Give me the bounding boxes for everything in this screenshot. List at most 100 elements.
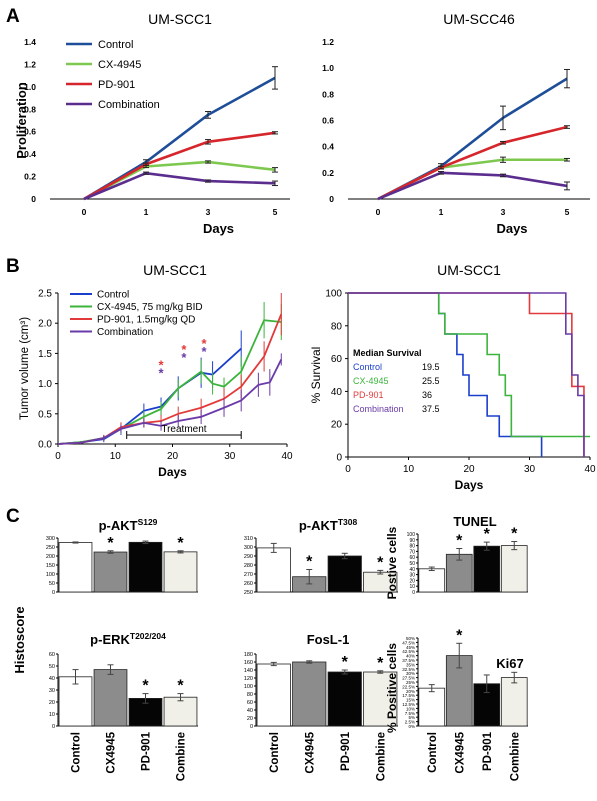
chart-title-superscript: T308 [338,517,358,527]
bar [500,677,528,727]
x-tick-label: 10 [403,464,415,475]
y-tick-label: 290 [244,554,253,560]
x-axis-label: Days [455,478,484,492]
y-tick-label: 0 [31,194,36,204]
y-tick-label: 5% [408,715,415,720]
y-axis-label: Proliferation [14,82,29,159]
significance-star: * [201,344,207,359]
y-tick-label: 90 [409,538,415,544]
legend-label: Combination [98,99,160,111]
y-tick-label: 0 [336,453,342,464]
chart-title-superscript: T202/204 [130,631,166,641]
significance-star: * [306,554,313,571]
panel-label-b: B [6,256,20,277]
x-tick-label: 0 [82,207,87,217]
y-tick-label: 200 [46,554,55,560]
legend-median-value: 36 [422,390,432,400]
x-tick-label: 3 [501,207,506,217]
chart-title: p-AKTS129 [99,517,158,533]
y-tick-label: 20 [331,420,343,431]
y-tick-label: 250 [244,590,253,596]
y-tick-label: 30 [409,573,415,579]
chart-a1: UM-SCC1 0 0.2 0.4 0.6 0.8 1.0 1.2 1.4 0 1 3 5 Days Pro… [14,11,290,236]
y-tick-label: 40 [247,708,253,714]
chart-c6: Ki67 0%2.5%5%7.5%10%12.5%15%17.5%20%22.5%… [402,627,528,781]
y-tick-label: 35% [406,662,415,667]
y-tick-label: 1.0 [38,379,52,390]
y-tick-label: 2.5 [38,289,52,300]
y-tick-label: 0 [329,194,334,204]
legend-label: PD-901 [353,390,384,400]
y-tick-label: 15% [406,698,415,703]
significance-star: * [181,350,187,365]
bar [93,669,128,727]
y-tick-label: 40 [409,567,415,573]
y-tick-label: 120 [244,676,253,682]
y-tick-label: 40 [331,387,343,398]
x-tick-label: 20 [167,451,179,462]
bar [256,663,291,727]
x-tick-label: 0 [345,464,351,475]
category-label: PD-901 [141,731,153,771]
panel-label-a: A [6,6,20,27]
y-tick-label: 60 [49,652,55,658]
y-tick-label: 30 [49,688,55,694]
y-tick-label: 40% [406,654,415,659]
chart-title: p-AKTT308 [299,517,358,533]
y-tick-label: 1.0 [322,63,334,73]
significance-star: * [159,358,165,373]
legend-label: PD-901 [98,79,135,91]
series-line [377,171,568,201]
category-label: PD-901 [482,731,494,771]
category-label: Combine [509,732,521,781]
category-label: Combine [176,732,188,781]
y-tick-label: 0.4 [322,142,334,152]
legend-median-value: 25.5 [422,376,440,386]
legend-label: PD-901, 1.5mg/kg QD [97,315,195,326]
significance-star: * [201,336,207,351]
y-tick-label: 270 [244,572,253,578]
legend-label: Combination [353,404,404,414]
chart-c4: p-ERKT202/204 0 10 20 30 40 50 60 * * Control CX494… [49,631,198,781]
y-tick-label: 45% [406,645,415,650]
x-tick-label: 30 [524,464,536,475]
y-tick-label: 2.0 [38,319,52,330]
y-tick-label: 50 [49,664,55,670]
chart-b2: UM-SCC1 0 20 40 60 80 100 0 10 20 30 40 Days % Surviv… [309,262,596,492]
y-tick-label: 7.5% [405,711,415,716]
y-tick-label: 100 [407,532,416,538]
y-tick-label: 0.6 [24,127,36,137]
x-tick-label: 5 [273,207,278,217]
y-tick-label: 0 [250,724,253,730]
y-tick-label: 310 [244,536,253,542]
x-tick-label: 0 [376,207,381,217]
y-tick-label: 180 [244,652,253,658]
y-tick-label: 50% [406,636,415,641]
y-tick-label: 0.5 [38,409,52,420]
bar [327,555,362,593]
y-tick-label: 80 [331,321,343,332]
y-tick-label: 80 [409,544,415,550]
series-line [57,359,283,445]
y-tick-label: 1.0 [24,82,36,92]
y-tick-label: 160 [244,660,253,666]
bar [327,671,362,727]
significance-star: * [177,535,184,552]
bar [256,547,291,593]
y-tick-label: 80 [247,692,253,698]
y-axis-label: Tumor volume (cm³) [19,317,31,420]
x-tick-label: 1 [144,207,149,217]
significance-star: * [142,678,149,695]
legend-label: CX-4945, 75 mg/kg BID [97,302,203,313]
y-tick-label: 50 [409,561,415,567]
bar [473,545,501,593]
category-label: CX4945 [106,731,118,773]
histoscore-label: Histoscore [12,606,27,673]
y-tick-label: 280 [244,563,253,569]
y-tick-label: 1.4 [24,37,36,47]
category-label: CX4945 [304,731,316,773]
significance-star: * [107,535,114,552]
x-tick-label: 3 [206,207,211,217]
y-tick-label: 140 [244,668,253,674]
category-label: Control [427,732,439,773]
